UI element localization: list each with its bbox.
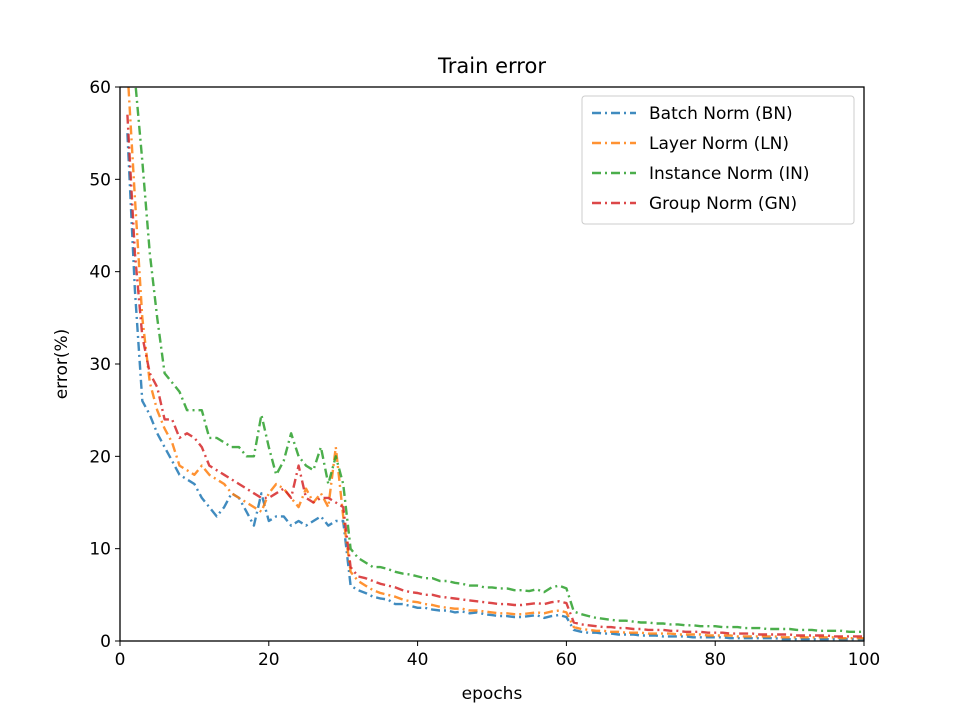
- y-tick-label: 20: [89, 447, 111, 467]
- y-tick-label: 50: [89, 170, 111, 190]
- y-tick-label: 0: [100, 632, 111, 652]
- x-axis-title: epochs: [462, 684, 523, 704]
- x-axis: 0 20 40 60 80 100: [115, 641, 880, 670]
- y-tick-label: 10: [89, 540, 111, 560]
- y-tick-label: 60: [89, 78, 111, 98]
- series-line-group-norm-gn: [126, 114, 864, 638]
- legend-box: [581, 95, 855, 225]
- x-tick-label: 0: [115, 650, 126, 670]
- series-line-batch-norm-bn: [126, 133, 864, 641]
- x-tick-label: 40: [407, 650, 429, 670]
- y-tick-label: 30: [89, 355, 111, 375]
- series-layer: [126, 87, 864, 641]
- legend-label-layer-norm-ln: Layer Norm (LN): [649, 134, 789, 154]
- y-axis-title: error(%): [52, 329, 72, 400]
- legend-items: Batch Norm (BN) Layer Norm (LN) Instance N…: [592, 104, 809, 214]
- series-line-layer-norm-ln: [127, 87, 864, 640]
- legend: Batch Norm (BN) Layer Norm (LN) Instance N…: [581, 95, 855, 225]
- x-tick-label: 80: [704, 650, 726, 670]
- series-line-instance-norm-in: [134, 87, 864, 633]
- x-tick-label: 20: [258, 650, 280, 670]
- x-tick-label: 100: [848, 650, 880, 670]
- y-tick-label: 40: [89, 263, 111, 283]
- legend-label-instance-norm-in: Instance Norm (IN): [649, 164, 809, 184]
- y-axis: 0 10 20 30 40 50 60: [89, 78, 120, 652]
- legend-label-batch-norm-bn: Batch Norm (BN): [649, 104, 793, 124]
- x-tick-label: 60: [556, 650, 578, 670]
- chart-title: Train error: [437, 54, 546, 78]
- legend-label-group-norm-gn: Group Norm (GN): [649, 194, 797, 214]
